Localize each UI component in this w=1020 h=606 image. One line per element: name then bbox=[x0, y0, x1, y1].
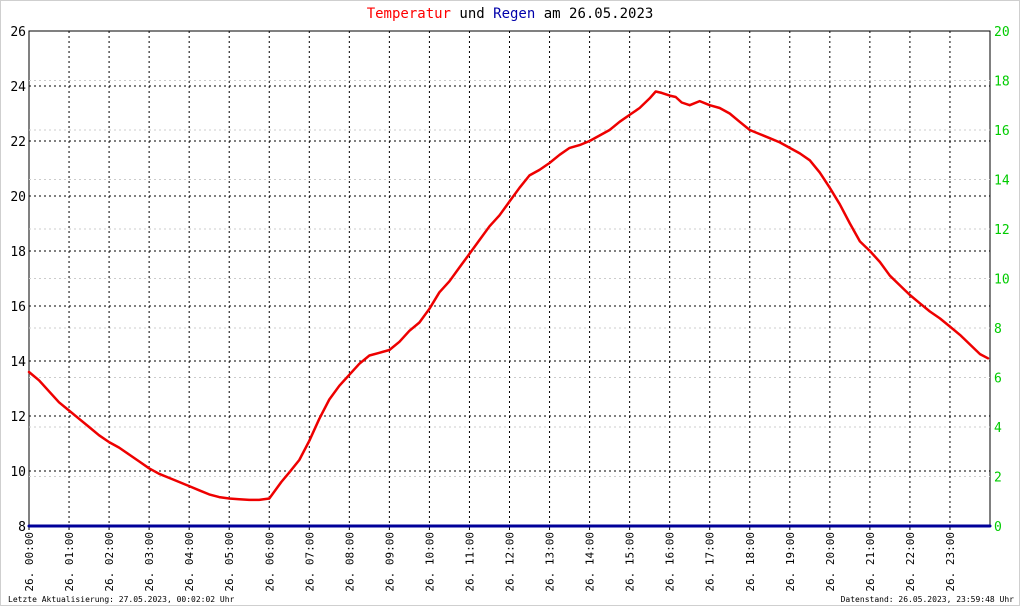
y-left-tick-label: 10 bbox=[10, 465, 26, 480]
x-axis: 26. 00:00 26. 01:00 26. 02:00 26. 03:00 26. … bbox=[23, 526, 957, 592]
x-tick-label: 26. 14:00 bbox=[584, 532, 597, 592]
x-tick-label: 26. 02:00 bbox=[103, 532, 116, 592]
title-part-date: am 26.05.2023 bbox=[535, 6, 653, 22]
chart-title: Temperatur und Regen am 26.05.2023 bbox=[367, 6, 654, 22]
x-tick-label: 26. 16:00 bbox=[664, 532, 677, 592]
x-tick-label: 26. 08:00 bbox=[343, 532, 356, 592]
y-right-tick-label: 10 bbox=[994, 273, 1010, 288]
x-tick-label: 26. 17:00 bbox=[704, 532, 717, 592]
x-tick-label: 26. 19:00 bbox=[784, 532, 797, 592]
x-tick-label: 26. 05:00 bbox=[223, 532, 236, 592]
x-tick-label: 26. 12:00 bbox=[504, 532, 517, 592]
y-right-tick-label: 20 bbox=[994, 25, 1010, 40]
y-right-tick-label: 2 bbox=[994, 471, 1002, 486]
footer-last-update: Letzte Aktualisierung: 27.05.2023, 00:02… bbox=[8, 595, 235, 604]
y-right-tick-label: 4 bbox=[994, 421, 1002, 436]
y-left-tick-label: 18 bbox=[10, 245, 26, 260]
y-right-tick-label: 8 bbox=[994, 322, 1002, 337]
y-right-tick-label: 6 bbox=[994, 372, 1002, 387]
y-axis-left: 8 10 12 14 16 18 20 22 24 26 bbox=[10, 25, 26, 535]
x-tick-label: 26. 13:00 bbox=[544, 532, 557, 592]
y-left-tick-label: 12 bbox=[10, 410, 26, 425]
y-right-tick-label: 12 bbox=[994, 223, 1010, 238]
series-layer bbox=[27, 90, 992, 528]
title-part-regen: Regen bbox=[493, 6, 535, 22]
x-tick-label: 26. 00:00 bbox=[23, 532, 36, 592]
x-tick-label: 26. 01:00 bbox=[63, 532, 76, 592]
title-part-temperatur: Temperatur bbox=[367, 6, 451, 22]
x-tick-label: 26. 15:00 bbox=[624, 532, 637, 592]
x-tick-label: 26. 20:00 bbox=[824, 532, 837, 592]
x-tick-label: 26. 03:00 bbox=[143, 532, 156, 592]
x-tick-label: 26. 06:00 bbox=[263, 532, 276, 592]
y-right-tick-label: 0 bbox=[994, 520, 1002, 535]
y-left-tick-label: 20 bbox=[10, 190, 26, 205]
y-left-tick-label: 8 bbox=[18, 520, 26, 535]
x-tick-label: 26. 18:00 bbox=[744, 532, 757, 592]
x-tick-label: 26. 11:00 bbox=[463, 532, 476, 592]
y-left-tick-label: 16 bbox=[10, 300, 26, 315]
x-tick-label: 26. 10:00 bbox=[423, 532, 436, 592]
y-right-tick-label: 18 bbox=[994, 75, 1010, 90]
x-tick-label: 26. 07:00 bbox=[303, 532, 316, 592]
footer-data-status: Datenstand: 26.05.2023, 23:59:48 Uhr bbox=[841, 595, 1015, 604]
x-tick-label: 26. 21:00 bbox=[864, 532, 877, 592]
y-axis-right: 0 2 4 6 8 10 12 14 16 18 20 bbox=[994, 25, 1010, 535]
y-right-tick-label: 14 bbox=[994, 174, 1010, 189]
x-tick-label: 26. 23:00 bbox=[944, 532, 957, 592]
x-tick-label: 26. 09:00 bbox=[383, 532, 396, 592]
y-left-tick-label: 22 bbox=[10, 135, 26, 150]
x-tick-label: 26. 04:00 bbox=[183, 532, 196, 592]
temperature-line bbox=[27, 90, 990, 502]
x-tick-label: 26. 22:00 bbox=[904, 532, 917, 592]
title-part-und: und bbox=[451, 6, 493, 22]
y-left-tick-label: 24 bbox=[10, 80, 26, 95]
y-right-tick-label: 16 bbox=[994, 124, 1010, 139]
y-left-tick-label: 14 bbox=[10, 355, 26, 370]
y-left-tick-label: 26 bbox=[10, 25, 26, 40]
